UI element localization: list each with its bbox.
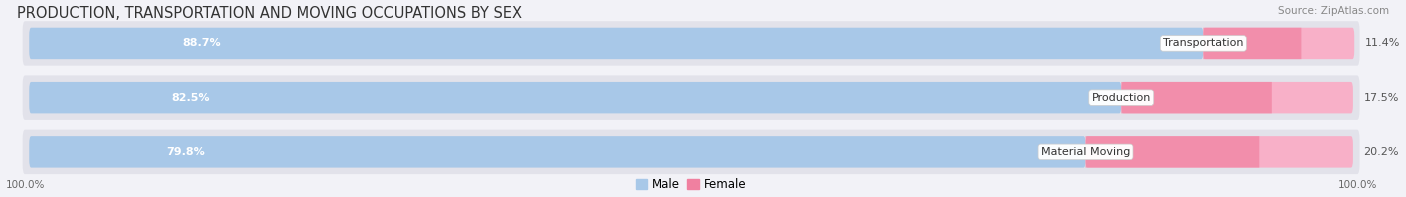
FancyBboxPatch shape: [30, 82, 1121, 113]
FancyBboxPatch shape: [22, 21, 1360, 66]
FancyBboxPatch shape: [1121, 82, 1272, 113]
Text: Material Moving: Material Moving: [1040, 147, 1130, 157]
FancyBboxPatch shape: [1121, 82, 1353, 113]
FancyBboxPatch shape: [1204, 28, 1354, 59]
Text: 17.5%: 17.5%: [1364, 93, 1399, 103]
Text: 100.0%: 100.0%: [1337, 180, 1376, 190]
Legend: Male, Female: Male, Female: [631, 174, 751, 196]
Text: Production: Production: [1091, 93, 1152, 103]
Text: Source: ZipAtlas.com: Source: ZipAtlas.com: [1278, 6, 1389, 16]
Text: 88.7%: 88.7%: [181, 38, 221, 48]
Text: Transportation: Transportation: [1163, 38, 1243, 48]
Text: 79.8%: 79.8%: [166, 147, 205, 157]
Text: 20.2%: 20.2%: [1364, 147, 1399, 157]
FancyBboxPatch shape: [22, 130, 1360, 174]
Text: 82.5%: 82.5%: [172, 93, 209, 103]
FancyBboxPatch shape: [1085, 136, 1353, 168]
Text: 100.0%: 100.0%: [6, 180, 45, 190]
FancyBboxPatch shape: [30, 28, 1204, 59]
FancyBboxPatch shape: [22, 75, 1360, 120]
FancyBboxPatch shape: [30, 136, 1085, 168]
FancyBboxPatch shape: [1204, 28, 1302, 59]
FancyBboxPatch shape: [1085, 136, 1260, 168]
Text: 11.4%: 11.4%: [1365, 38, 1400, 48]
Text: PRODUCTION, TRANSPORTATION AND MOVING OCCUPATIONS BY SEX: PRODUCTION, TRANSPORTATION AND MOVING OC…: [17, 6, 522, 21]
